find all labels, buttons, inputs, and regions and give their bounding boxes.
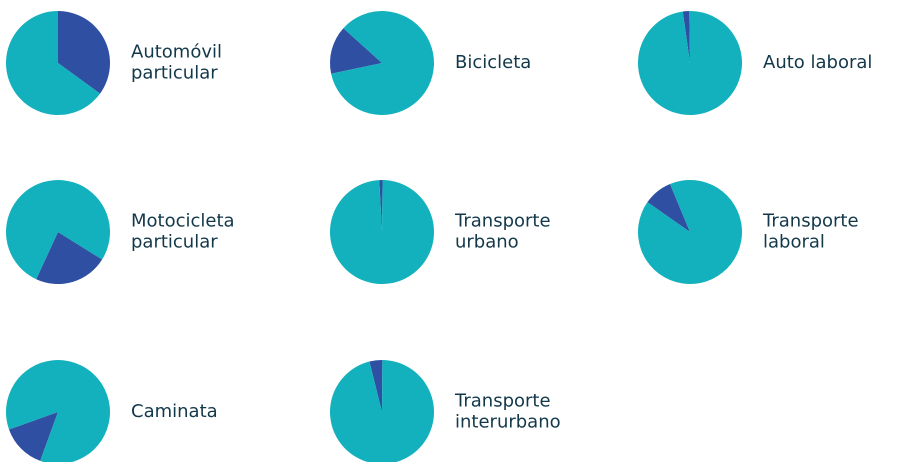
- pie-label: Transporte: [454, 211, 551, 232]
- pie-label: Auto laboral: [763, 52, 872, 73]
- pie-label: Bicicleta: [455, 52, 531, 73]
- pie-slice: [329, 28, 382, 74]
- pie-label: Transporte: [762, 211, 859, 232]
- pie-label: Transporte: [454, 391, 551, 412]
- pie-label: Automóvil: [131, 42, 222, 63]
- pie-slice: [330, 360, 434, 462]
- pie-slice: [369, 360, 383, 412]
- pie-slice: [331, 11, 435, 116]
- pie-label: urbano: [455, 232, 519, 253]
- pie-slice: [379, 180, 383, 232]
- pie-slice: [682, 11, 690, 63]
- pie-slice: [9, 412, 59, 461]
- pie-label: interurbano: [455, 412, 561, 433]
- pie-slice: [36, 232, 103, 284]
- pie-label: Motocicleta: [131, 211, 235, 232]
- pie-slice: [6, 180, 111, 280]
- pie-label: particular: [131, 63, 218, 84]
- pie-slice: [330, 180, 434, 284]
- pie-slice: [638, 11, 743, 116]
- pie-slice: [6, 11, 101, 116]
- pie-label: particular: [131, 232, 218, 253]
- pie-label: Caminata: [131, 401, 218, 422]
- pie-label: laboral: [763, 232, 825, 253]
- pie-slice: [647, 183, 690, 232]
- pie-slice: [6, 360, 110, 462]
- pie-slice: [58, 11, 111, 94]
- pie-slice: [638, 180, 742, 284]
